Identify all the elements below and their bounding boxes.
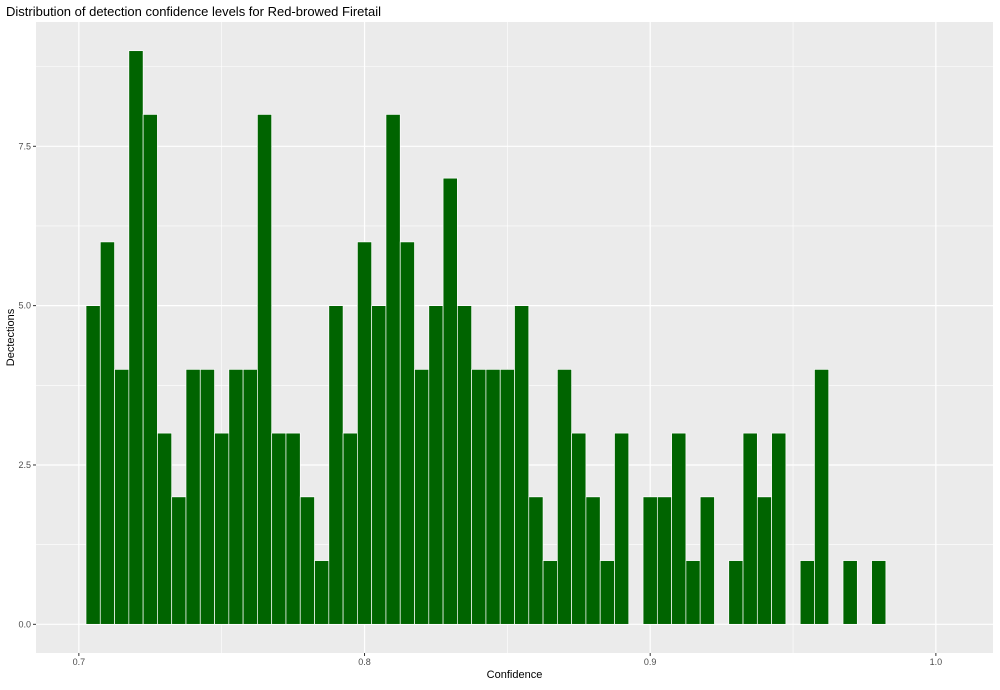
histogram-bar [728,560,744,625]
histogram-bar [499,369,515,625]
histogram-bar [214,432,230,625]
histogram-bar [157,432,173,625]
histogram-bar [128,50,144,625]
histogram-bar [399,241,415,625]
histogram-bar [528,496,544,625]
histogram-bar [471,369,487,625]
histogram-bar [328,305,344,625]
histogram-bar [199,369,215,625]
histogram-bar [228,369,244,625]
histogram-bar [314,560,330,625]
histogram-bar [671,432,687,625]
histogram-bar [485,369,501,625]
histogram-bar [771,432,787,625]
histogram-bar [114,369,130,625]
histogram-bar [442,177,458,625]
y-tick-label: 0.0 [18,619,31,629]
histogram-bar [171,496,187,625]
histogram-bar [699,496,715,625]
histogram-bar [571,432,587,625]
histogram-bar [185,369,201,625]
histogram-bar [257,114,273,625]
chart-title: Distribution of detection confidence lev… [6,4,382,19]
histogram-bar [371,305,387,625]
histogram-bar [756,496,772,625]
histogram-bar [842,560,858,625]
histogram-bar [99,241,115,625]
histogram-bar [457,305,472,625]
histogram-bar [614,432,630,625]
histogram-bar [585,496,601,625]
histogram-bar [385,114,401,625]
histogram-bar [299,496,315,625]
histogram-bar [656,496,672,625]
y-tick-label: 2.5 [18,460,31,470]
histogram-bar [599,560,615,625]
histogram-bar [357,241,373,625]
histogram-bar [642,496,658,625]
histogram-bar [514,305,530,625]
x-axis-label: Confidence [487,669,543,681]
histogram-bar [85,305,101,625]
histogram-bar [542,560,558,625]
histogram-bar [342,432,358,625]
histogram-bar [799,560,815,625]
x-tick-label: 0.7 [73,657,86,667]
x-tick-label: 1.0 [930,657,943,667]
histogram-bar [814,369,830,625]
histogram-bar [685,560,701,625]
y-tick-label: 7.5 [18,141,31,151]
histogram-bar [557,369,572,625]
y-axis-label: Dectections [5,308,17,366]
histogram-bar [142,114,158,625]
x-tick-label: 0.8 [358,657,371,667]
histogram-bar [871,560,887,625]
x-tick-label: 0.9 [644,657,657,667]
histogram-bar [414,369,430,625]
histogram-bar [428,305,444,625]
histogram-bar [271,432,287,625]
histogram-bar [242,369,258,625]
y-tick-label: 5.0 [18,301,31,311]
histogram-bar [742,432,758,625]
histogram-bar [285,432,301,625]
